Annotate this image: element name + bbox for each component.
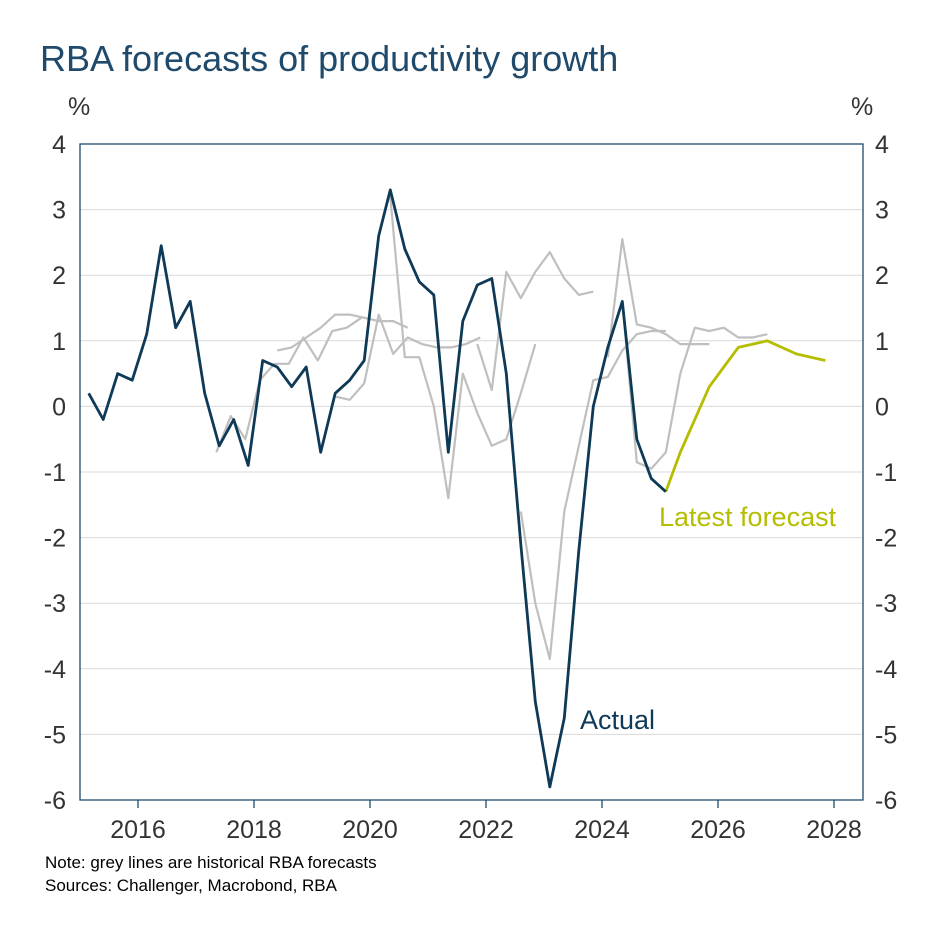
y-tick-label-left: -4	[44, 656, 66, 684]
y-tick-label-left: 4	[52, 131, 66, 159]
historical-forecast-line	[519, 329, 666, 661]
historical-forecast-line	[276, 313, 409, 352]
y-tick-label-left: 2	[52, 262, 66, 290]
y-tick-label-right: -1	[875, 459, 897, 487]
y-tick-label-right: -6	[875, 787, 897, 815]
y-axis-unit-left: %	[68, 93, 90, 121]
label-layer: 4 4 3 3 2 2 1 1 0 0 -1 -1 -2 -2 -3 -3 -4 -4 -5 -5 -6 -6% % 2016…	[44, 93, 898, 844]
x-tick-label: 2026	[690, 816, 746, 844]
main-series-layer	[87, 188, 826, 789]
y-tick-label-left: 1	[52, 328, 66, 356]
y-tick-label-right: -5	[875, 721, 897, 749]
y-tick-label-left: 0	[52, 393, 66, 421]
x-tick-label: 2024	[574, 816, 630, 844]
x-tick-label: 2018	[226, 816, 282, 844]
footnote-sources: Sources: Challenger, Macrobond, RBA	[45, 876, 337, 895]
x-tick-label: 2020	[342, 816, 398, 844]
actual-annotation: Actual	[580, 705, 655, 735]
historical-series-layer	[215, 196, 768, 661]
historical-forecast-line	[215, 316, 362, 453]
plot-frame	[79, 143, 864, 801]
y-tick-label-right: 4	[875, 131, 889, 159]
y-tick-label-left: -3	[44, 590, 66, 618]
grid-layer	[80, 209, 863, 735]
latest-forecast-annotation: Latest forecast	[659, 502, 837, 532]
axis-layer	[79, 143, 864, 808]
y-tick-label-right: -3	[875, 590, 897, 618]
y-tick-label-right: 0	[875, 393, 889, 421]
y-tick-label-right: 3	[875, 197, 889, 225]
y-tick-label-left: -6	[44, 787, 66, 815]
y-tick-label-right: 2	[875, 262, 889, 290]
actual-line	[87, 188, 667, 789]
x-tick-label: 2022	[458, 816, 514, 844]
footnote-note: Note: grey lines are historical RBA fore…	[45, 853, 377, 872]
y-tick-label-right: -2	[875, 525, 897, 553]
historical-forecast-line	[606, 238, 710, 358]
x-tick-label: 2016	[110, 816, 166, 844]
y-tick-label-left: 3	[52, 197, 66, 225]
y-tick-label-right: -4	[875, 656, 897, 684]
y-tick-label-left: -5	[44, 721, 66, 749]
x-tick-label: 2028	[806, 816, 862, 844]
y-axis-unit-right: %	[851, 93, 873, 121]
y-tick-label-left: -2	[44, 525, 66, 553]
historical-forecast-line	[476, 251, 594, 392]
latest-forecast-line	[664, 339, 826, 493]
chart-title: RBA forecasts of productivity growth	[40, 38, 619, 79]
y-tick-label-left: -1	[44, 459, 66, 487]
historical-forecast-line	[334, 313, 481, 401]
y-tick-label-right: 1	[875, 328, 889, 356]
